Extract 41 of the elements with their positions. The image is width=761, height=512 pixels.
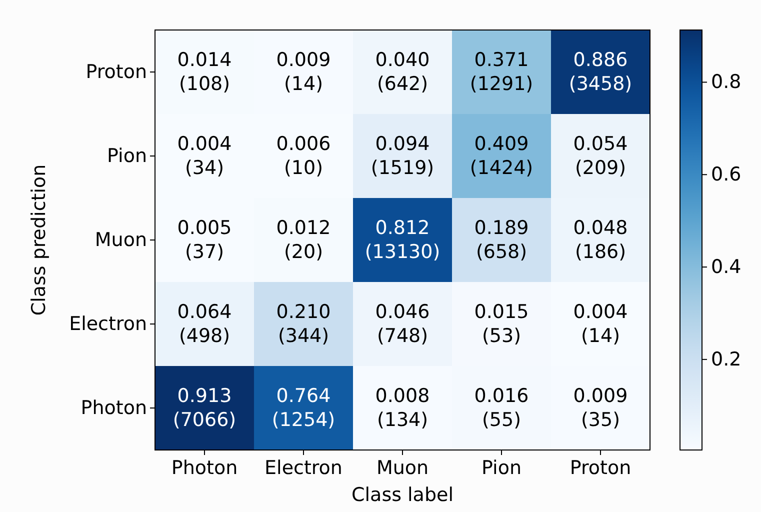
x-tick-label: Proton <box>570 457 632 479</box>
data-label: 0.014 (108) <box>177 49 232 95</box>
y-tick-label: Photon <box>80 397 147 419</box>
x-axis-title: Class label <box>352 484 454 506</box>
data-label: 0.054 (209) <box>573 133 628 179</box>
data-label: 0.371 (1291) <box>470 49 534 95</box>
data-label: 0.886 (3458) <box>568 49 632 95</box>
data-label: 0.189 (658) <box>474 217 529 263</box>
data-label: 0.094 (1519) <box>370 133 434 179</box>
data-label: 0.009 (35) <box>573 385 628 431</box>
data-label: 0.764 (1254) <box>272 385 336 431</box>
data-label: 0.210 (344) <box>276 301 331 347</box>
data-label: 0.004 (14) <box>573 301 628 347</box>
data-label: 0.009 (14) <box>276 49 331 95</box>
x-tick-label: Pion <box>482 457 522 479</box>
x-tick-label: Photon <box>171 457 238 479</box>
x-tick-label: Muon <box>376 457 429 479</box>
color-bar-label: 0.6 <box>711 164 742 186</box>
data-label: 0.004 (34) <box>177 133 232 179</box>
data-label: 0.005 (37) <box>177 217 232 263</box>
data-label: 0.012 (20) <box>276 217 331 263</box>
data-label: 0.064 (498) <box>177 301 232 347</box>
data-label: 0.040 (642) <box>375 49 430 95</box>
data-label: 0.015 (53) <box>474 301 529 347</box>
color-bar-label: 0.4 <box>711 256 742 278</box>
y-tick-label: Electron <box>69 313 147 335</box>
y-tick-label: Proton <box>86 61 147 83</box>
color-bar-label: 0.8 <box>711 71 742 94</box>
data-label: 0.409 (1424) <box>470 133 534 179</box>
y-axis-title: Class prediction <box>28 164 50 316</box>
data-label: 0.046 (748) <box>375 301 430 347</box>
color-bar-label: 0.2 <box>711 348 742 370</box>
data-label: 0.008 (134) <box>375 385 430 431</box>
data-label: 0.913 (7066) <box>172 385 236 431</box>
x-tick-label: Electron <box>264 457 342 479</box>
data-label: 0.812 (13130) <box>364 217 440 263</box>
data-label: 0.016 (55) <box>474 385 529 431</box>
y-tick-label: Pion <box>107 145 147 167</box>
data-label: 0.006 (10) <box>276 133 331 179</box>
y-tick-label: Muon <box>94 229 147 251</box>
data-label: 0.048 (186) <box>573 217 628 263</box>
